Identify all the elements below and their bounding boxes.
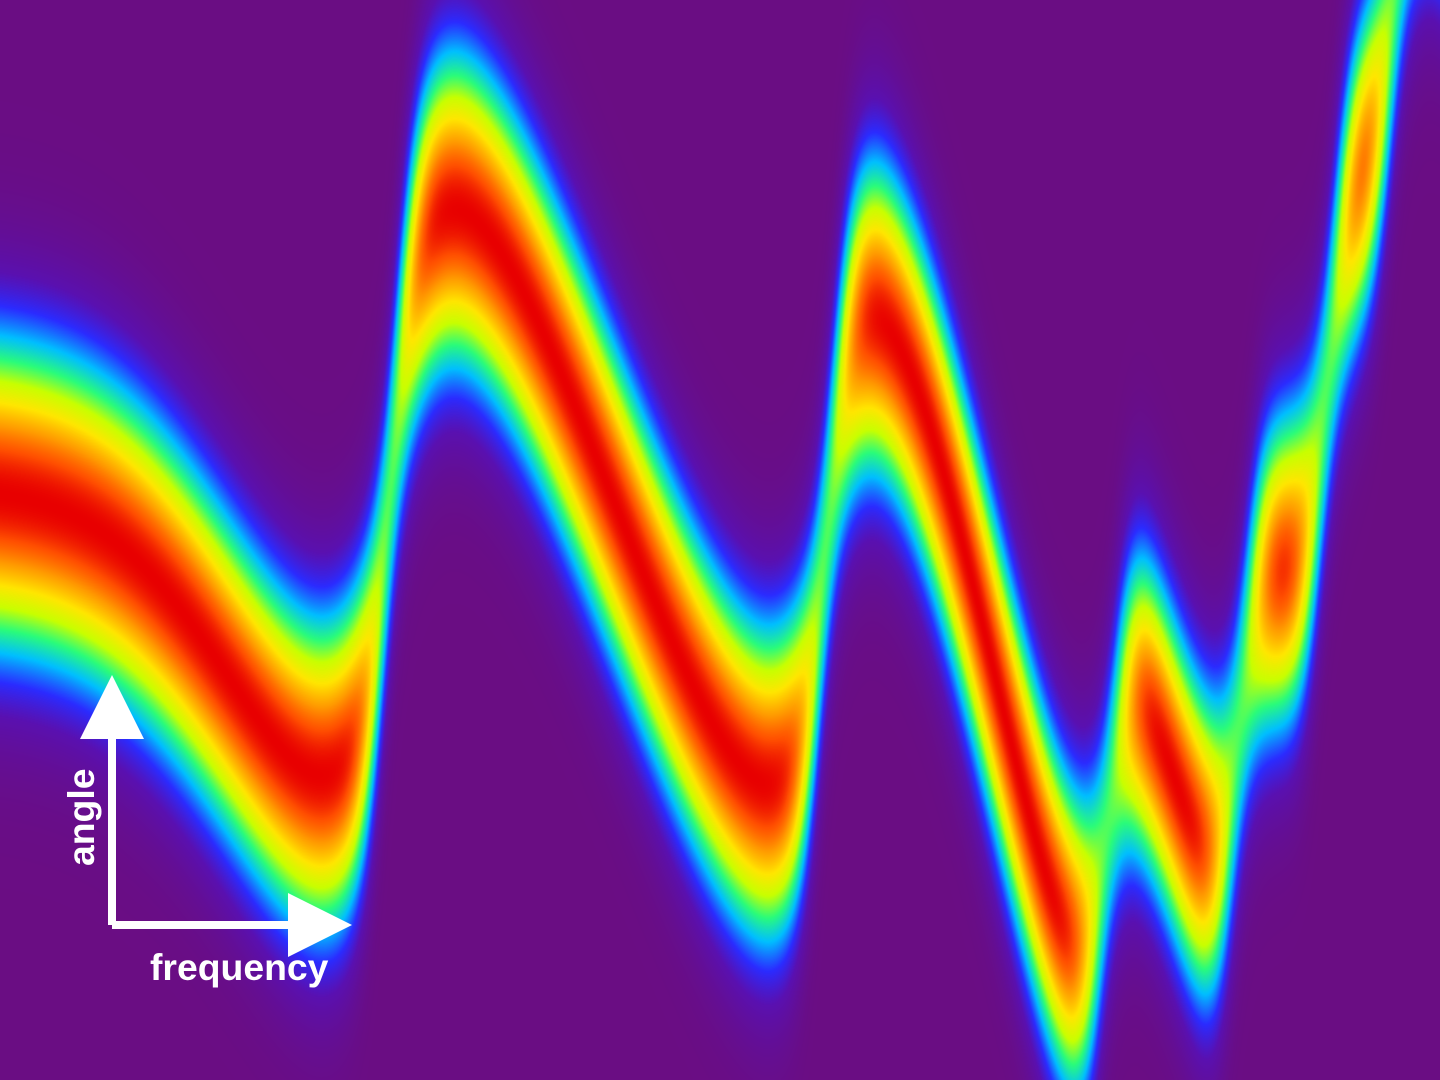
dispersion-heatmap — [0, 0, 1440, 1080]
y-axis-label: angle — [60, 769, 103, 867]
x-axis-label: frequency — [150, 946, 328, 989]
plot-container: frequency angle — [0, 0, 1440, 1080]
